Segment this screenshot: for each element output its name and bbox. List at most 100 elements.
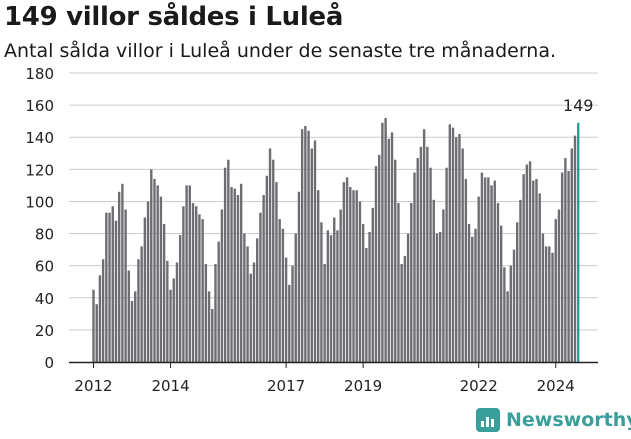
bar <box>130 300 134 362</box>
bar <box>188 185 191 362</box>
bar <box>361 223 365 362</box>
bar <box>416 158 419 362</box>
bar <box>535 178 538 362</box>
bar <box>435 233 439 362</box>
bar <box>413 172 416 362</box>
bar <box>384 117 387 362</box>
bar <box>400 264 403 362</box>
bar <box>329 235 333 362</box>
bar <box>268 148 272 362</box>
bar <box>374 166 378 362</box>
bar <box>223 167 227 362</box>
bar <box>358 201 362 362</box>
y-tick-label: 120 <box>25 161 54 179</box>
bar <box>336 230 339 362</box>
bar <box>554 219 557 362</box>
y-tick-label: 80 <box>35 226 54 244</box>
bar <box>538 193 541 362</box>
bar <box>259 212 262 362</box>
bar <box>516 222 519 362</box>
bar <box>124 209 127 362</box>
chart-title: 149 villor såldes i Luleå <box>4 2 344 32</box>
bar <box>567 170 570 362</box>
bar <box>233 188 236 362</box>
y-tick-label: 160 <box>25 97 54 115</box>
bar <box>217 241 220 362</box>
bar <box>278 219 281 362</box>
bar <box>172 278 175 362</box>
bar <box>483 177 487 362</box>
bar <box>140 246 143 362</box>
bar <box>448 124 452 362</box>
y-axis-labels: 0 20 40 60 80 100 120 140 160 180 <box>25 65 54 372</box>
bar <box>455 137 458 362</box>
bar <box>236 195 240 362</box>
bar <box>220 209 224 362</box>
bar <box>573 135 577 362</box>
bar <box>471 236 474 362</box>
bar <box>134 291 137 362</box>
chart-logo-icon <box>476 408 500 432</box>
bar <box>512 249 516 362</box>
bar <box>185 185 188 362</box>
bar <box>499 225 503 362</box>
x-tick-label: 2024 <box>537 377 575 395</box>
bar <box>159 196 163 362</box>
bar <box>326 230 330 362</box>
bar-highlight <box>577 122 580 363</box>
bar <box>406 233 410 362</box>
bar <box>288 284 291 362</box>
x-tick-label: 2017 <box>267 377 305 395</box>
bar <box>371 207 374 362</box>
bar <box>342 182 346 362</box>
bar <box>570 148 573 362</box>
bar <box>490 185 493 362</box>
bar <box>111 206 114 362</box>
bar <box>352 190 355 362</box>
bar <box>150 169 153 362</box>
bar <box>182 206 185 362</box>
bar <box>146 201 150 362</box>
bar <box>426 146 429 362</box>
bar <box>95 304 98 362</box>
bar <box>114 220 118 362</box>
bar <box>355 190 358 362</box>
bar <box>560 172 564 362</box>
bar <box>496 203 500 362</box>
bar <box>246 246 249 362</box>
bar <box>349 186 352 362</box>
bar <box>92 289 95 362</box>
bar <box>477 196 480 362</box>
bar <box>368 231 371 362</box>
bar <box>320 222 323 362</box>
bar <box>166 260 169 362</box>
bar <box>528 161 532 362</box>
bar <box>169 289 172 362</box>
bar <box>207 291 211 362</box>
y-tick-label: 140 <box>25 129 54 147</box>
bar <box>310 148 313 362</box>
bar <box>445 167 448 362</box>
bar <box>487 177 490 362</box>
y-tick-label: 40 <box>35 290 54 308</box>
bar <box>198 214 201 362</box>
x-axis-labels: 2012 2014 2017 2019 2022 2024 <box>74 362 575 395</box>
bar <box>509 265 512 362</box>
bar <box>178 235 182 362</box>
bar <box>243 233 246 362</box>
chart-subtitle: Antal sålda villor i Luleå under de sena… <box>4 40 557 62</box>
bar <box>275 182 278 362</box>
bar <box>121 183 124 362</box>
bar <box>333 217 336 362</box>
bar <box>464 178 468 362</box>
bar <box>304 125 307 362</box>
bar <box>214 264 217 362</box>
bar <box>230 186 233 362</box>
bar <box>156 185 159 362</box>
bar <box>117 191 121 362</box>
highlight-value-label: 149 <box>563 96 594 115</box>
bar <box>419 146 423 362</box>
bar <box>153 178 156 362</box>
bar <box>108 212 111 362</box>
